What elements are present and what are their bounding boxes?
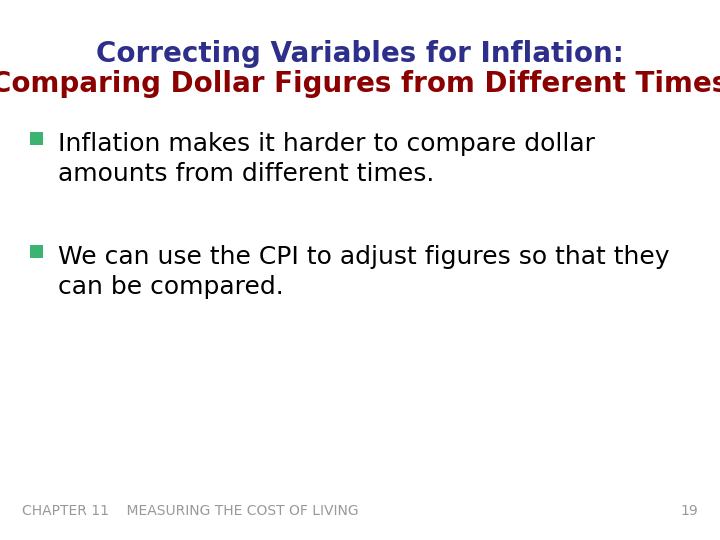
Text: 19: 19 [680,504,698,518]
Bar [30,132,43,145]
Text: CHAPTER 11    MEASURING THE COST OF LIVING: CHAPTER 11 MEASURING THE COST OF LIVING [22,504,359,518]
Text: Comparing Dollar Figures from Different Times: Comparing Dollar Figures from Different … [0,70,720,98]
Text: amounts from different times.: amounts from different times. [58,162,434,186]
Text: Inflation makes it harder to compare dollar: Inflation makes it harder to compare dol… [58,132,595,156]
Text: Correcting Variables for Inflation:: Correcting Variables for Inflation: [96,40,624,68]
Text: can be compared.: can be compared. [58,275,284,299]
Bar [30,245,43,258]
Text: We can use the CPI to adjust figures so that they: We can use the CPI to adjust figures so … [58,245,670,269]
